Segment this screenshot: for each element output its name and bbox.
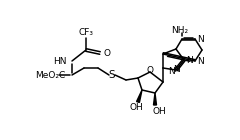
Text: N: N (186, 55, 193, 65)
Text: MeO₂C: MeO₂C (35, 71, 65, 80)
Text: CF₃: CF₃ (78, 27, 94, 37)
Text: N: N (168, 66, 175, 75)
Polygon shape (137, 90, 142, 102)
Text: N: N (197, 34, 204, 44)
Text: OH: OH (129, 103, 143, 113)
Text: O: O (146, 66, 154, 74)
Text: NH₂: NH₂ (171, 25, 189, 34)
Polygon shape (154, 93, 156, 105)
Text: N: N (197, 57, 204, 66)
Text: S: S (109, 70, 115, 80)
Text: O: O (104, 48, 111, 58)
Text: OH: OH (152, 107, 166, 116)
Text: HN: HN (54, 57, 67, 66)
Text: N: N (173, 65, 179, 74)
